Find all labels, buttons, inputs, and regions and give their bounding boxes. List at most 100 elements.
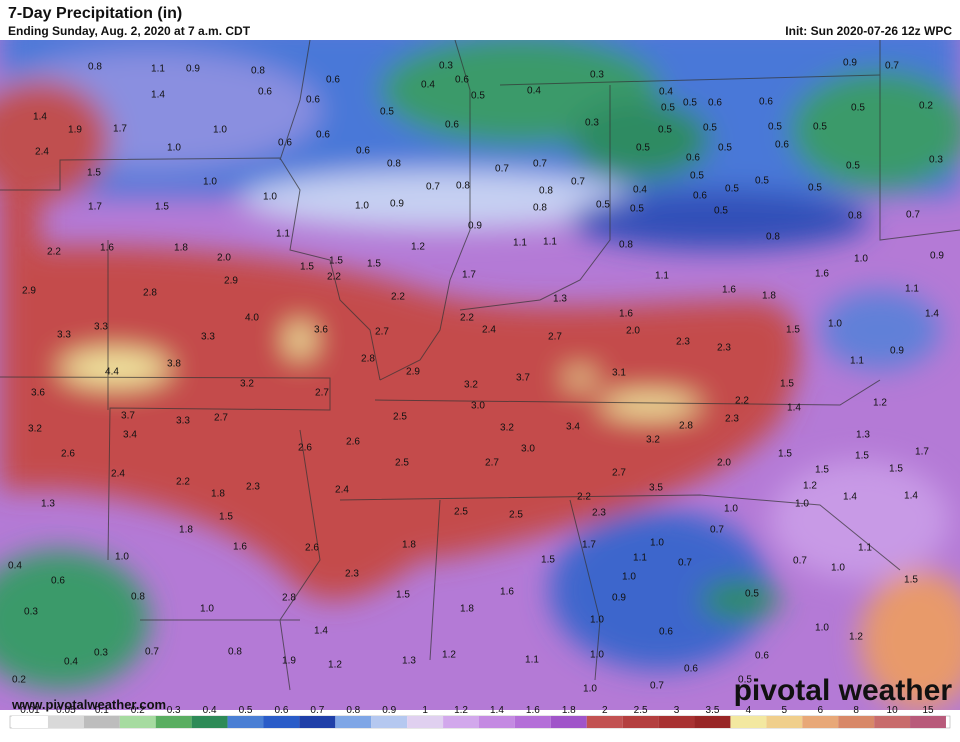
map-label: 0.5: [690, 171, 704, 182]
legend-swatch: [730, 716, 767, 728]
legend-label: 5: [782, 705, 788, 716]
subtitle: Ending Sunday, Aug. 2, 2020 at 7 a.m. CD…: [8, 24, 251, 38]
map-label: 0.9: [612, 593, 626, 604]
map-label: 0.6: [659, 627, 673, 638]
map-label: 1.5: [889, 464, 903, 475]
map-label: 3.0: [471, 401, 485, 412]
map-label: 1.5: [367, 259, 381, 270]
legend-swatch: [479, 716, 515, 728]
map-label: 0.5: [683, 98, 697, 109]
map-label: 2.8: [143, 288, 157, 299]
map-label: 0.5: [808, 183, 822, 194]
map-label: 1.8: [179, 525, 193, 536]
map-label: 1.3: [41, 499, 55, 510]
map-label: 1.5: [300, 262, 314, 273]
map-label: 1.4: [151, 90, 165, 101]
map-label: 1.4: [843, 492, 857, 503]
map-label: 1.2: [411, 242, 425, 253]
map-label: 2.0: [717, 458, 731, 469]
map-label: 0.6: [455, 75, 469, 86]
map-label: 0.5: [755, 176, 769, 187]
map-label: 1.0: [583, 684, 597, 695]
map-label: 1.8: [460, 604, 474, 615]
map-label: 0.5: [725, 184, 739, 195]
map-label: 0.2: [919, 101, 933, 112]
map-label: 0.8: [848, 211, 862, 222]
map-label: 3.5: [649, 483, 663, 494]
map-label: 0.6: [326, 75, 340, 86]
map-label: 1.5: [87, 168, 101, 179]
map-label: 0.5: [661, 103, 675, 114]
map-label: 0.5: [596, 200, 610, 211]
map-label: 1.6: [619, 309, 633, 320]
map-label: 0.6: [258, 87, 272, 98]
map-label: 2.8: [679, 421, 693, 432]
legend-label: 0.1: [95, 705, 109, 716]
website: www.pivotalweather.com: [11, 697, 166, 712]
map-label: 2.2: [327, 272, 341, 283]
map-label: 1.2: [849, 632, 863, 643]
map-label: 2.2: [577, 492, 591, 503]
map-label: 1.3: [402, 656, 416, 667]
map-label: 1.1: [633, 553, 647, 564]
map-label: 0.4: [659, 87, 673, 98]
legend-label: 0.6: [274, 705, 288, 716]
map-label: 0.9: [186, 64, 200, 75]
map-label: 2.7: [612, 468, 626, 479]
map-label: 0.7: [650, 681, 664, 692]
map-label: 1.4: [314, 626, 328, 637]
map-label: 3.6: [314, 325, 328, 336]
map-label: 0.8: [88, 62, 102, 73]
logo: pivotal weather: [734, 674, 953, 707]
map-label: 1.8: [211, 489, 225, 500]
map-label: 1.6: [100, 243, 114, 254]
legend-swatch: [766, 716, 803, 728]
map-label: 1.0: [590, 650, 604, 661]
map-label: 1.5: [780, 379, 794, 390]
legend-swatch: [874, 716, 911, 728]
map-label: 2.3: [592, 508, 606, 519]
map-label: 1.5: [541, 555, 555, 566]
map-label: 1.1: [513, 238, 527, 249]
map-label: 2.0: [626, 326, 640, 337]
map-label: 0.8: [456, 181, 470, 192]
map-label: 0.6: [316, 130, 330, 141]
map-label: 1.0: [828, 319, 842, 330]
map-label: 1.4: [925, 309, 939, 320]
map-label: 0.4: [421, 80, 435, 91]
map-label: 2.6: [346, 437, 360, 448]
map-label: 2.5: [454, 507, 468, 518]
state-borders: [0, 40, 960, 691]
map-label: 3.7: [516, 373, 530, 384]
map-label: 1.8: [402, 540, 416, 551]
map-label: 3.2: [240, 379, 254, 390]
map-label: 3.0: [521, 444, 535, 455]
map-label: 0.5: [718, 143, 732, 154]
map-label: 1.4: [33, 112, 47, 123]
map-label: 0.7: [571, 177, 585, 188]
map-label: 0.8: [766, 232, 780, 243]
map-label: 2.7: [315, 388, 329, 399]
map-label: 0.3: [590, 70, 604, 81]
map-label: 0.7: [533, 159, 547, 170]
legend-swatch: [622, 716, 659, 728]
map-label: 1.1: [858, 543, 872, 554]
map-label: 0.6: [51, 576, 65, 587]
map-label: 0.5: [471, 91, 485, 102]
map-label: 1.0: [815, 623, 829, 634]
map-label: 1.6: [233, 542, 247, 553]
map-label: 1.3: [553, 294, 567, 305]
legend-swatch: [802, 716, 839, 728]
map-labels: 0.8 1.1 0.9 0.8 0.6 0.6 0.6 1.4 1.4 1.9 1.7 1.0 1.0 2…: [8, 58, 944, 695]
map-label: 1.7: [915, 447, 929, 458]
map-label: 1.1: [850, 356, 864, 367]
map-label: 0.3: [94, 648, 108, 659]
map-label: 2.3: [676, 337, 690, 348]
map-label: 1.5: [778, 449, 792, 460]
map-label: 0.6: [306, 95, 320, 106]
legend-swatch: [694, 716, 731, 728]
map-label: 0.7: [793, 556, 807, 567]
map-label: 3.3: [176, 416, 190, 427]
map-label: 3.3: [94, 322, 108, 333]
